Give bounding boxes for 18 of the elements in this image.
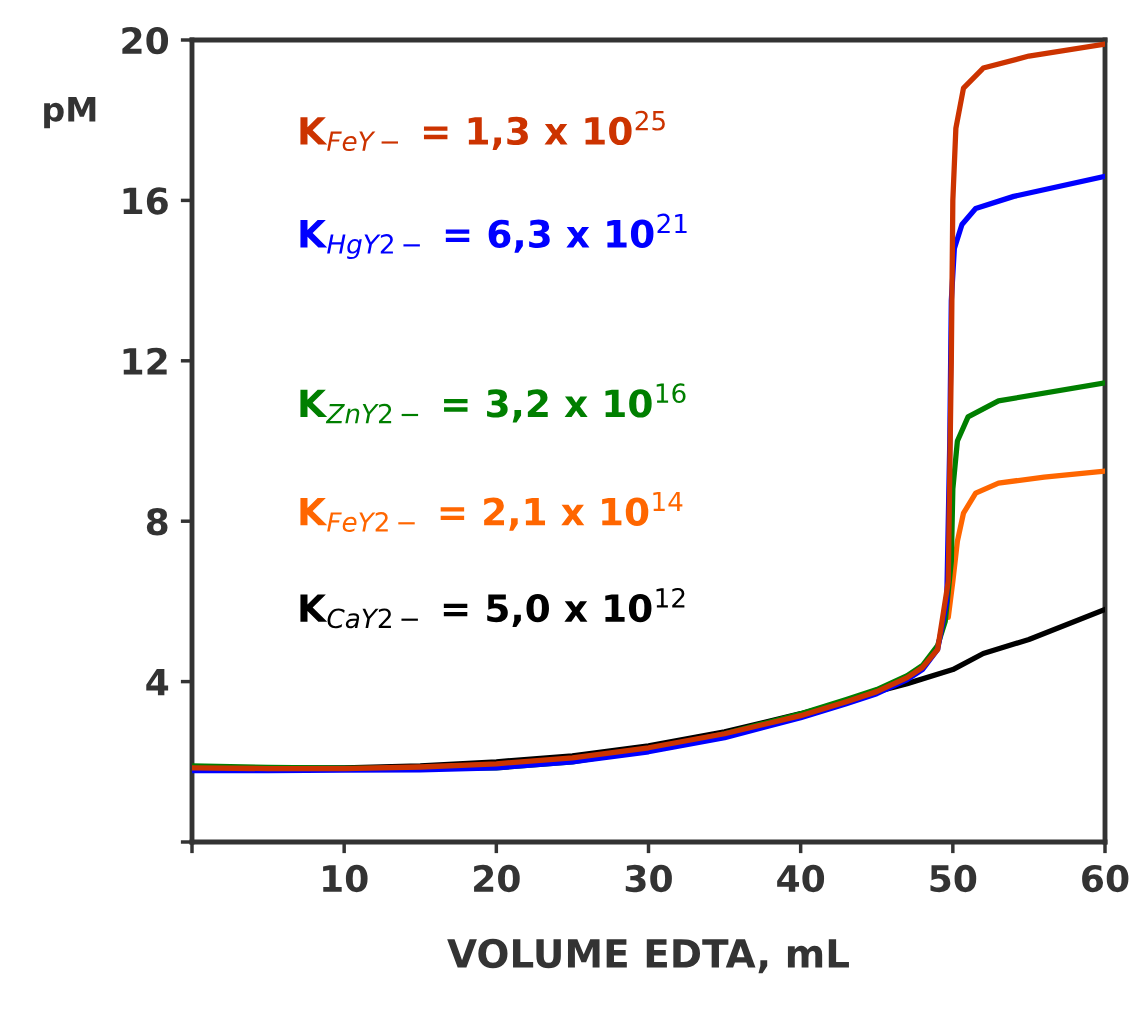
y-tick-label: 20 — [122, 26, 169, 55]
y-tick-label: 8 — [146, 508, 168, 536]
text: K$_{CaY2−}$ = 5,0 x 10$^{12}$ — [300, 587, 685, 629]
y-axis-title: pM — [44, 97, 96, 129]
y-tick-label: 4 — [146, 668, 169, 696]
y-tick-label: 12 — [123, 347, 167, 375]
x-tick-label: 40 — [777, 864, 825, 893]
text: K$_{HgY2−}$ = 6,3 x 10$^{21}$ — [300, 213, 687, 260]
x-tick-label: 50 — [930, 864, 977, 893]
y-tick-label: 16 — [123, 187, 168, 215]
x-tick-label: 20 — [474, 864, 520, 893]
x-tick-label: 30 — [625, 864, 672, 893]
text: K$_{ZnY2−}$ = 3,2 x 10$^{16}$ — [300, 383, 686, 424]
x-tick-label: 60 — [1082, 864, 1129, 893]
x-axis-title: VOLUME EDTA, mL — [447, 938, 849, 974]
x-tick-label: 10 — [323, 864, 368, 893]
text: K$_{FeY−}$ = 1,3 x 10$^{25}$ — [300, 110, 665, 152]
text: K$_{FeY2−}$ = 2,1 x 10$^{14}$ — [300, 491, 683, 532]
